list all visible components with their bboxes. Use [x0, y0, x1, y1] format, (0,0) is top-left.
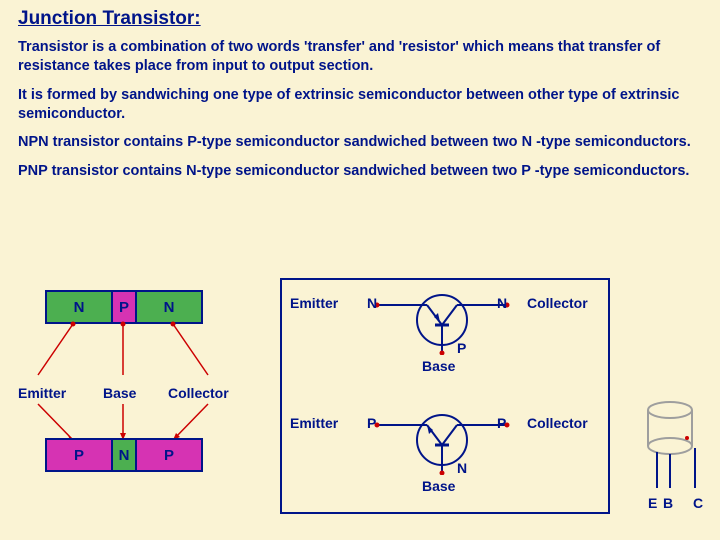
- pnp-sym-p-right: P: [497, 415, 506, 431]
- npn-block-diagram: N P N: [45, 290, 203, 324]
- npn-para: NPN transistor contains P-type semicondu…: [18, 133, 702, 152]
- npn-sym-emitter: Emitter: [290, 295, 338, 311]
- lead-e: E: [648, 495, 657, 511]
- pnp-sym-emitter: Emitter: [290, 415, 338, 431]
- npn-arrows: [18, 320, 228, 390]
- npn-sym-base: Base: [422, 358, 455, 374]
- symbol-box: Emitter N N Collector P Base Emitter P P…: [280, 278, 610, 514]
- npn-sym-n-right: N: [497, 295, 507, 311]
- npn-sym-p: P: [457, 340, 466, 356]
- pnp-symbol: [367, 405, 517, 475]
- block-label-base: Base: [103, 385, 136, 401]
- pnp-seg-right: P: [137, 440, 201, 470]
- block-label-collector: Collector: [168, 385, 229, 401]
- lead-b: B: [663, 495, 673, 511]
- definition-para: Transistor is a combination of two words…: [18, 38, 702, 76]
- pnp-block-diagram: P N P: [45, 438, 203, 472]
- npn-symbol: [367, 285, 517, 355]
- pnp-para: PNP transistor contains N-type semicondu…: [18, 162, 702, 181]
- pnp-seg-left: P: [47, 440, 111, 470]
- npn-sym-n-left: N: [367, 295, 377, 311]
- npn-seg-left: N: [47, 292, 111, 322]
- page-title: Junction Transistor:: [18, 8, 702, 30]
- block-label-emitter: Emitter: [18, 385, 66, 401]
- pnp-sym-n: N: [457, 460, 467, 476]
- npn-seg-mid: P: [111, 292, 137, 322]
- pnp-sym-p-left: P: [367, 415, 376, 431]
- npn-seg-right: N: [137, 292, 201, 322]
- pnp-sym-collector: Collector: [527, 415, 588, 431]
- pnp-seg-mid: N: [111, 440, 137, 470]
- npn-sym-collector: Collector: [527, 295, 588, 311]
- lead-c: C: [693, 495, 703, 511]
- formation-para: It is formed by sandwiching one type of …: [18, 86, 702, 124]
- pnp-sym-base: Base: [422, 478, 455, 494]
